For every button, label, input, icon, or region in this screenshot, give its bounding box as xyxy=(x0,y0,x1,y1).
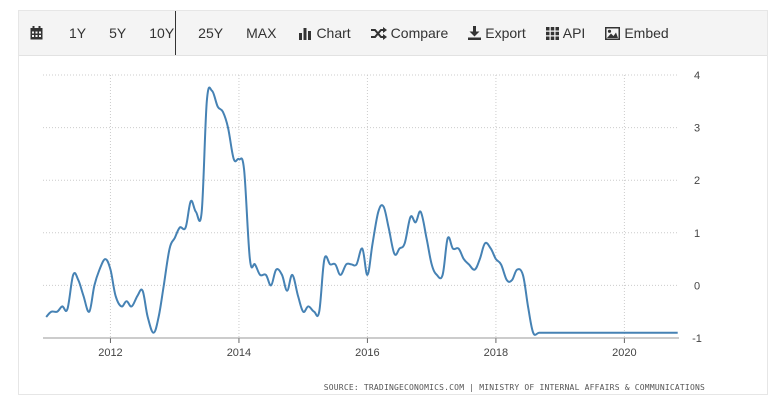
compare-button[interactable]: Compare xyxy=(370,11,449,55)
compare-label: Compare xyxy=(390,25,449,41)
x-tick-label: 2012 xyxy=(98,347,122,359)
calendar-button[interactable] xyxy=(30,11,47,55)
y-tick-label: 4 xyxy=(694,70,700,82)
shuffle-icon xyxy=(370,26,387,40)
x-tick-label: 2020 xyxy=(612,347,636,359)
source-attribution: SOURCE: TRADINGECONOMICS.COM | MINISTRY … xyxy=(323,383,705,392)
y-tick-label: 1 xyxy=(694,228,700,240)
y-tick-label: 3 xyxy=(694,123,700,135)
x-tick-label: 2016 xyxy=(355,347,379,359)
x-tick-label: 2014 xyxy=(227,347,251,359)
series-line xyxy=(45,86,678,336)
range-5y-button[interactable]: 5Y xyxy=(109,25,127,41)
grid-icon xyxy=(545,26,559,40)
download-icon xyxy=(468,26,482,40)
api-button[interactable]: API xyxy=(545,11,586,55)
y-tick-label: 2 xyxy=(694,175,700,187)
chart-widget: 1Y 5Y 10Y 25Y MAX Chart xyxy=(18,10,768,395)
x-tick-label: 2018 xyxy=(484,347,508,359)
export-button[interactable]: Export xyxy=(468,11,526,55)
line-chart: 4 3 2 1 0 -1 2012 2014 2016 2018 2020 xyxy=(43,70,702,359)
image-icon xyxy=(605,26,621,40)
range-10y-button[interactable]: 10Y xyxy=(149,11,177,55)
y-tick-label: -1 xyxy=(692,333,702,345)
bar-chart-icon xyxy=(299,27,312,40)
axes: 4 3 2 1 0 -1 2012 2014 2016 2018 2020 xyxy=(43,70,702,359)
embed-button[interactable]: Embed xyxy=(605,11,669,55)
chart-type-button[interactable]: Chart xyxy=(299,11,351,55)
chart-type-label: Chart xyxy=(316,25,351,41)
range-25y-button[interactable]: 25Y xyxy=(198,25,224,41)
y-tick-label: 0 xyxy=(694,280,700,292)
export-label: Export xyxy=(485,25,526,41)
range-max-button[interactable]: MAX xyxy=(246,25,277,41)
api-label: API xyxy=(562,25,586,41)
embed-label: Embed xyxy=(624,25,669,41)
grid-lines xyxy=(43,74,679,339)
calendar-icon xyxy=(30,26,43,40)
chart-toolbar: 1Y 5Y 10Y 25Y MAX Chart xyxy=(19,11,767,56)
series-layer xyxy=(45,86,678,336)
range-1y-button[interactable]: 1Y xyxy=(69,25,87,41)
